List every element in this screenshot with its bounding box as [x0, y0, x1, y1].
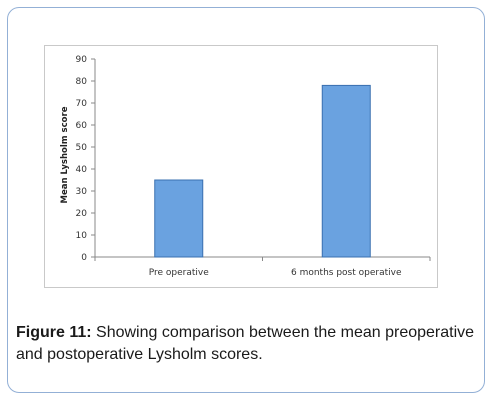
chart-area: [44, 45, 438, 288]
y-tick-label: 40: [76, 165, 88, 175]
bar: [154, 179, 204, 258]
bar: [321, 84, 371, 258]
figure-caption: Figure 11: Showing comparison between th…: [16, 322, 476, 366]
x-tick-label: 6 months post operative: [291, 268, 402, 278]
caption-text: Showing comparison between the mean preo…: [16, 324, 475, 363]
y-tick-label: 10: [76, 231, 88, 241]
y-tick-label: 90: [76, 55, 88, 65]
x-tick-label: Pre operative: [149, 268, 209, 278]
y-tick-label: 30: [76, 187, 88, 197]
y-tick-label: 80: [76, 77, 88, 87]
y-axis-label: Mean Lysholm score: [60, 106, 70, 203]
y-tick-label: 50: [76, 143, 88, 153]
y-tick-label: 60: [76, 121, 88, 131]
figure-label: Figure 11:: [16, 324, 92, 341]
y-tick-label: 70: [76, 99, 88, 109]
y-tick-label: 0: [81, 253, 87, 263]
y-tick-label: 20: [76, 209, 88, 219]
